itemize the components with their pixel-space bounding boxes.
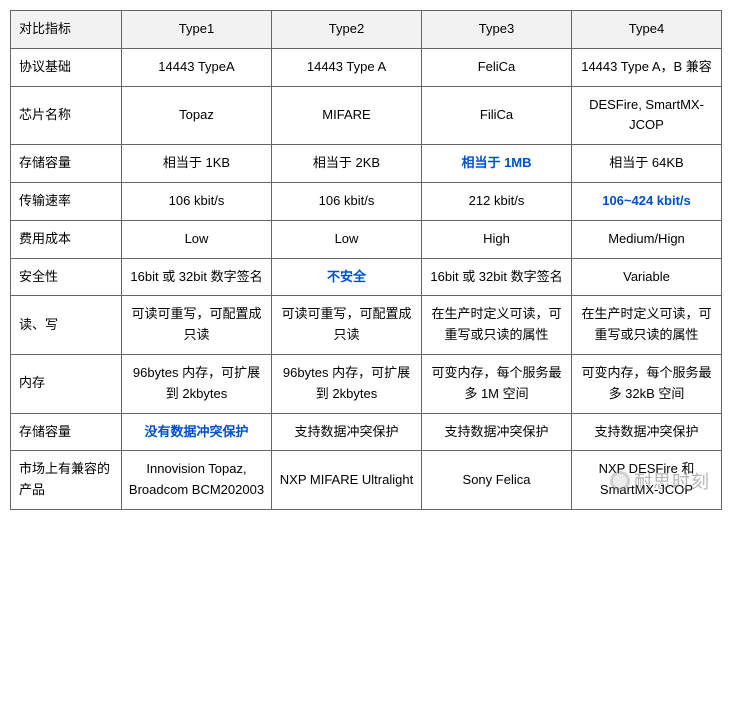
table-row: 芯片名称TopazMIFAREFiliCaDESFire, SmartMX-JC… [11,86,722,145]
table-cell: 96bytes 内存，可扩展到 2kbytes [122,354,272,413]
row-label: 费用成本 [11,220,122,258]
table-cell: 14443 TypeA [122,48,272,86]
table-cell: 相当于 1MB [422,145,572,183]
table-row: 安全性16bit 或 32bit 数字签名不安全16bit 或 32bit 数字… [11,258,722,296]
table-row: 费用成本LowLowHighMedium/Hign [11,220,722,258]
header-cell: Type2 [272,11,422,49]
row-label: 芯片名称 [11,86,122,145]
table-cell: 在生产时定义可读，可重写或只读的属性 [422,296,572,355]
row-label: 存储容量 [11,413,122,451]
table-cell: 可变内存，每个服务最多 1M 空间 [422,354,572,413]
table-cell: Low [122,220,272,258]
table-cell: 没有数据冲突保护 [122,413,272,451]
row-label: 协议基础 [11,48,122,86]
table-cell: 16bit 或 32bit 数字签名 [422,258,572,296]
table-row: 读、写可读可重写，可配置成只读可读可重写，可配置成只读在生产时定义可读，可重写或… [11,296,722,355]
table-cell: FiliCa [422,86,572,145]
table-cell: 可变内存，每个服务最多 32kB 空间 [572,354,722,413]
table-cell: 支持数据冲突保护 [272,413,422,451]
row-label: 内存 [11,354,122,413]
table-cell: FeliCa [422,48,572,86]
table-cell: 14443 Type A [272,48,422,86]
table-cell: NXP MIFARE Ultralight [272,451,422,510]
table-cell: 支持数据冲突保护 [572,413,722,451]
table-cell: 在生产时定义可读，可重写或只读的属性 [572,296,722,355]
table-cell: Topaz [122,86,272,145]
header-cell: Type1 [122,11,272,49]
row-label: 传输速率 [11,182,122,220]
table-cell: 相当于 64KB [572,145,722,183]
table-row: 存储容量没有数据冲突保护支持数据冲突保护支持数据冲突保护支持数据冲突保护 [11,413,722,451]
table-cell: 96bytes 内存，可扩展到 2kbytes [272,354,422,413]
row-label: 读、写 [11,296,122,355]
table-cell: MIFARE [272,86,422,145]
table-cell: 14443 Type A，B 兼容 [572,48,722,86]
table-row: 内存96bytes 内存，可扩展到 2kbytes96bytes 内存，可扩展到… [11,354,722,413]
table-cell: Variable [572,258,722,296]
table-cell: 可读可重写，可配置成只读 [272,296,422,355]
table-cell: 106 kbit/s [272,182,422,220]
table-row: 市场上有兼容的产品Innovision Topaz, Broadcom BCM2… [11,451,722,510]
table-cell: 212 kbit/s [422,182,572,220]
table-cell: Medium/Hign [572,220,722,258]
table-cell: Sony Felica [422,451,572,510]
table-body: 协议基础14443 TypeA14443 Type AFeliCa14443 T… [11,48,722,509]
header-cell: Type4 [572,11,722,49]
table-cell: 相当于 2KB [272,145,422,183]
header-cell: Type3 [422,11,572,49]
table-row: 传输速率106 kbit/s106 kbit/s212 kbit/s106~42… [11,182,722,220]
comparison-table: 对比指标 Type1 Type2 Type3 Type4 协议基础14443 T… [10,10,722,510]
row-label: 市场上有兼容的产品 [11,451,122,510]
table-row: 协议基础14443 TypeA14443 Type AFeliCa14443 T… [11,48,722,86]
table-cell: 106~424 kbit/s [572,182,722,220]
table-cell: 可读可重写，可配置成只读 [122,296,272,355]
table-cell: DESFire, SmartMX-JCOP [572,86,722,145]
table-cell: Innovision Topaz, Broadcom BCM202003 [122,451,272,510]
table-cell: Low [272,220,422,258]
table-cell: NXP DESFire 和 SmartMX-JCOP [572,451,722,510]
table-cell: 不安全 [272,258,422,296]
table-cell: 支持数据冲突保护 [422,413,572,451]
table-header-row: 对比指标 Type1 Type2 Type3 Type4 [11,11,722,49]
table-cell: 相当于 1KB [122,145,272,183]
table-cell: 106 kbit/s [122,182,272,220]
table-cell: 16bit 或 32bit 数字签名 [122,258,272,296]
row-label: 安全性 [11,258,122,296]
header-cell: 对比指标 [11,11,122,49]
table-row: 存储容量相当于 1KB相当于 2KB相当于 1MB相当于 64KB [11,145,722,183]
row-label: 存储容量 [11,145,122,183]
table-cell: High [422,220,572,258]
